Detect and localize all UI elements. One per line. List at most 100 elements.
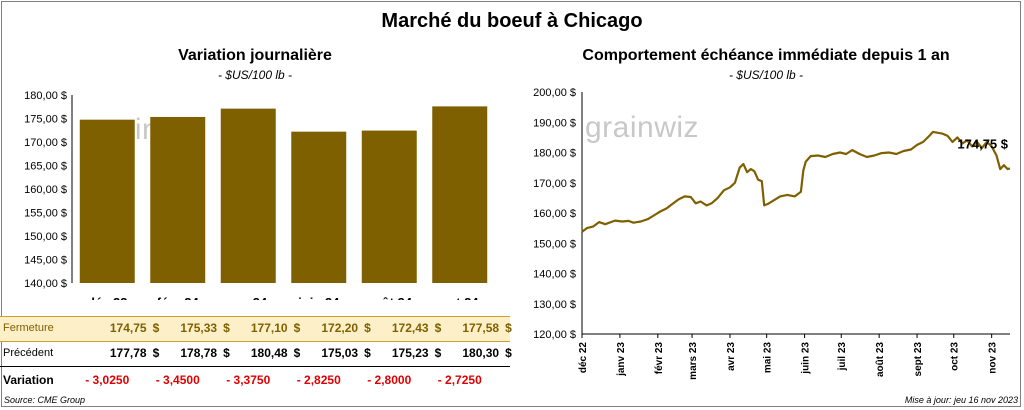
line-y-tick-label: 180,00 $: [533, 148, 576, 160]
cell-value: 180,48: [250, 346, 288, 360]
bar-y-tick-label: 140,00 $: [24, 278, 67, 290]
line-y-tick-label: 190,00 $: [533, 117, 576, 129]
cell-currency: $: [505, 321, 512, 335]
cell-precedent: 175,23 $: [341, 346, 441, 360]
bar-y-tick-label: 180,00 $: [24, 90, 67, 102]
right-chart-title: Comportement échéance immédiate depuis 1…: [582, 47, 950, 64]
cell-value: 172,20: [321, 321, 359, 335]
line-x-tick-label: sept 23: [913, 342, 924, 377]
bar: [79, 119, 135, 283]
bar-y-tick-label: 155,00 $: [24, 208, 67, 220]
bar-category-label: févr 24: [157, 295, 200, 300]
bar: [291, 131, 347, 283]
line-x-tick-label: janv 23: [616, 342, 627, 377]
line-x-tick-label: mars 23: [688, 342, 699, 380]
cell-value: 174,75: [109, 321, 147, 335]
cell-variation: - 3,3750: [198, 373, 298, 387]
bar: [150, 116, 206, 283]
cell-currency: $: [505, 346, 512, 360]
cell-value: - 3,3750: [226, 373, 271, 387]
cell-currency: $: [152, 346, 160, 360]
bar-y-tick-label: 145,00 $: [24, 255, 67, 267]
bar-category-label: déc 23: [87, 295, 127, 300]
source-note: Source: CME Group: [4, 395, 86, 405]
bar-y-tick-label: 165,00 $: [24, 161, 67, 173]
bar-category-label: juin 24: [297, 295, 340, 300]
line-x-tick-label: nov 23: [988, 342, 999, 374]
line-x-tick-label: juin 23: [801, 342, 812, 375]
cell-value: 177,58: [462, 321, 500, 335]
right-chart-subtitle: - $US/100 lb -: [728, 68, 804, 82]
last-value-label: 174,75 $: [957, 136, 1008, 151]
cell-variation: - 2,8250: [269, 373, 369, 387]
cell-fermeture: 177,10 $: [200, 321, 300, 335]
line-chart: 120,00 $ 130,00 $ 140,00 $ 150,00 $ 160,00 $…: [533, 87, 1011, 380]
line-x-tick-label: mai 23: [763, 342, 774, 374]
cell-value: 180,30: [462, 346, 500, 360]
cell-value: 175,23: [391, 346, 429, 360]
cell-variation: - 3,4500: [128, 373, 228, 387]
cell-value: 172,43: [391, 321, 429, 335]
row-label-fermeture: Fermeture: [3, 322, 54, 334]
line-y-tick-label: 200,00 $: [533, 87, 576, 99]
line-x-tick-label: déc 22: [578, 342, 589, 374]
cell-value: - 3,4500: [155, 373, 200, 387]
cell-fermeture: 175,33 $: [130, 321, 230, 335]
cell-precedent: 180,48 $: [200, 346, 300, 360]
line-y-tick-label: 160,00 $: [533, 208, 576, 220]
cell-currency: $: [364, 321, 371, 335]
main-title: Marché du boeuf à Chicago: [381, 10, 643, 32]
line-x-tick-label: févr 23: [654, 342, 665, 375]
bar: [220, 108, 276, 283]
close-row-background: [0, 316, 510, 342]
cell-value: - 2,8250: [296, 373, 341, 387]
cell-currency: $: [223, 346, 230, 360]
cell-fermeture: 177,58 $: [412, 321, 512, 335]
cell-value: - 2,8000: [367, 373, 412, 387]
bar: [361, 130, 417, 283]
row-label-variation: Variation: [3, 373, 54, 387]
line-y-tick-label: 120,00 $: [533, 329, 576, 341]
cell-value: 177,10: [250, 321, 288, 335]
cell-currency: $: [434, 346, 442, 360]
line-x-tick-label: oct 23: [950, 342, 961, 371]
left-chart-subtitle: - $US/100 lb -: [217, 68, 293, 82]
bar: [432, 106, 488, 284]
line-y-tick-label: 140,00 $: [533, 269, 576, 281]
cell-currency: $: [293, 346, 301, 360]
cell-variation: - 2,8000: [339, 373, 439, 387]
cell-value: 175,03: [321, 346, 359, 360]
cell-value: 178,78: [180, 346, 218, 360]
bar-category-label: avr 24: [229, 295, 267, 300]
bar-y-tick-label: 175,00 $: [24, 114, 67, 126]
update-note: Mise à jour: jeu 16 nov 2023: [904, 395, 1018, 405]
cell-currency: $: [152, 321, 160, 335]
cell-variation: - 2,7250: [410, 373, 510, 387]
line-x-tick-label: juil 23: [837, 342, 848, 372]
line-y-tick-label: 170,00 $: [533, 178, 576, 190]
cell-precedent: 178,78 $: [130, 346, 230, 360]
line-x-tick-label: avr 23: [726, 342, 737, 371]
cell-variation: - 3,0250: [57, 373, 157, 387]
left-chart-title: Variation journalière: [178, 47, 332, 64]
right-watermark: grainwiz: [585, 111, 700, 144]
cell-currency: $: [293, 321, 301, 335]
cell-precedent: 177,78 $: [59, 346, 159, 360]
bar-y-tick-label: 160,00 $: [24, 184, 67, 196]
line-x-tick-label: août 23: [875, 342, 886, 377]
cell-fermeture: 174,75 $: [59, 321, 159, 335]
bar-y-tick-label: 150,00 $: [24, 231, 67, 243]
bar-category-label: oct 24: [441, 295, 479, 300]
cell-fermeture: 172,43 $: [341, 321, 441, 335]
cell-value: 177,78: [109, 346, 147, 360]
cell-precedent: 180,30 $: [412, 346, 512, 360]
cell-currency: $: [364, 346, 371, 360]
bar-chart: 140,00 $ 145,00 $ 150,00 $ 155,00 $ 160,00 $…: [24, 90, 488, 300]
cell-currency: $: [223, 321, 230, 335]
price-line: [581, 130, 1011, 233]
cell-fermeture: 172,20 $: [271, 321, 371, 335]
row-label-precedent: Précédent: [3, 347, 54, 359]
line-y-tick-label: 150,00 $: [533, 238, 576, 250]
cell-currency: $: [434, 321, 442, 335]
